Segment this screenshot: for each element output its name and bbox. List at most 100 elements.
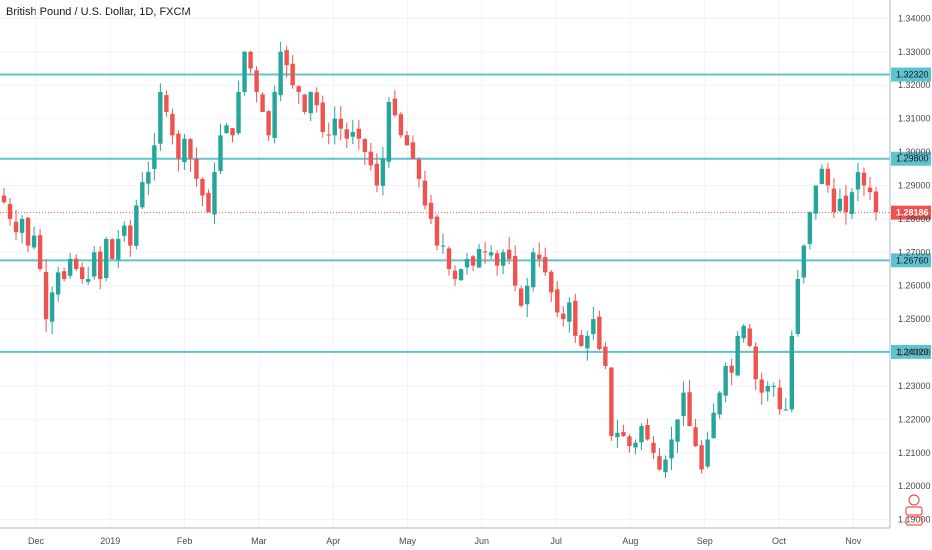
candle-body (789, 335, 795, 410)
last-price-label: 1.28186 (896, 208, 929, 218)
candle-body (651, 442, 656, 453)
last-price-label-bg (891, 205, 931, 220)
candle (482, 241, 488, 264)
candle-body (98, 251, 103, 280)
candle (410, 135, 416, 160)
candle-body (549, 271, 554, 293)
candle (561, 306, 566, 327)
candle (25, 216, 31, 253)
candle-body (224, 125, 229, 134)
candle (699, 440, 704, 474)
x-tick-label: Oct (772, 536, 787, 546)
candle (476, 243, 482, 268)
candle (31, 226, 37, 250)
candle (392, 89, 398, 118)
candle-body (777, 387, 782, 410)
candle-body (861, 172, 867, 186)
candle (789, 330, 795, 413)
candle (669, 426, 674, 471)
candle-body (831, 188, 837, 213)
candle (308, 91, 313, 122)
candle (224, 123, 229, 134)
candle-body (669, 439, 674, 459)
candle (452, 265, 458, 286)
candle-body (723, 365, 728, 396)
candle (67, 253, 73, 279)
candle (537, 242, 542, 268)
candle (753, 342, 758, 391)
candle (1, 188, 7, 204)
candle (603, 342, 608, 370)
candle (567, 297, 572, 333)
candle (663, 455, 668, 479)
level-label-bg (891, 151, 931, 166)
candle-body (350, 132, 355, 137)
y-tick-label: 1.29000 (898, 180, 931, 190)
candle-body (422, 180, 428, 206)
y-tick-label: 1.20000 (898, 481, 931, 491)
candle-body (735, 335, 740, 376)
candle-body (819, 168, 825, 184)
candle-body (555, 289, 560, 313)
candle (747, 324, 752, 348)
candle (338, 105, 343, 141)
candle-body (7, 203, 13, 219)
candle-body (92, 252, 97, 277)
candle (380, 146, 386, 196)
candle (85, 266, 91, 286)
candle (555, 281, 560, 317)
y-tick-label: 1.19000 (898, 515, 931, 525)
candle (13, 209, 19, 241)
candle-body (561, 313, 566, 320)
candle-body (164, 95, 169, 112)
candle (110, 238, 115, 260)
y-tick-label: 1.28000 (898, 214, 931, 224)
candle-body (813, 185, 819, 214)
level-label: 1.24020 (896, 347, 929, 357)
candle (681, 381, 686, 427)
candle (152, 132, 157, 181)
candle (416, 157, 422, 188)
candle-body (326, 134, 331, 136)
candle (609, 366, 614, 441)
level-label: 1.29800 (896, 154, 929, 164)
candle (765, 381, 770, 402)
candle-body (170, 113, 175, 136)
candle-body (13, 221, 19, 233)
candle (272, 85, 277, 144)
candle (128, 219, 133, 257)
candle (687, 379, 692, 427)
candle-body (687, 392, 692, 427)
candle-body (308, 91, 313, 114)
candle (585, 330, 590, 361)
candle-body (603, 346, 608, 366)
candle (771, 382, 776, 397)
candle-body (344, 129, 349, 139)
candle (332, 106, 337, 145)
level-label: 1.26760 (896, 255, 929, 265)
candle (266, 109, 271, 141)
candle-body (31, 235, 37, 248)
candle-body (615, 432, 620, 438)
candle (717, 391, 722, 419)
candle (549, 270, 554, 302)
candle-body (236, 91, 241, 134)
candle (176, 130, 181, 172)
candle (290, 55, 295, 89)
y-tick-label: 1.24000 (898, 348, 931, 358)
x-tick-label: Jul (550, 536, 562, 546)
candle (350, 119, 355, 145)
candle-body (368, 151, 374, 166)
candle-body (843, 195, 849, 213)
candle (422, 170, 428, 210)
candle (705, 431, 710, 469)
y-tick-label: 1.23000 (898, 381, 931, 391)
candle-body (645, 425, 650, 440)
candle (296, 85, 301, 104)
candle-body (218, 135, 223, 172)
candle-body (248, 51, 253, 69)
grid (0, 0, 890, 528)
candle-body (61, 271, 67, 280)
